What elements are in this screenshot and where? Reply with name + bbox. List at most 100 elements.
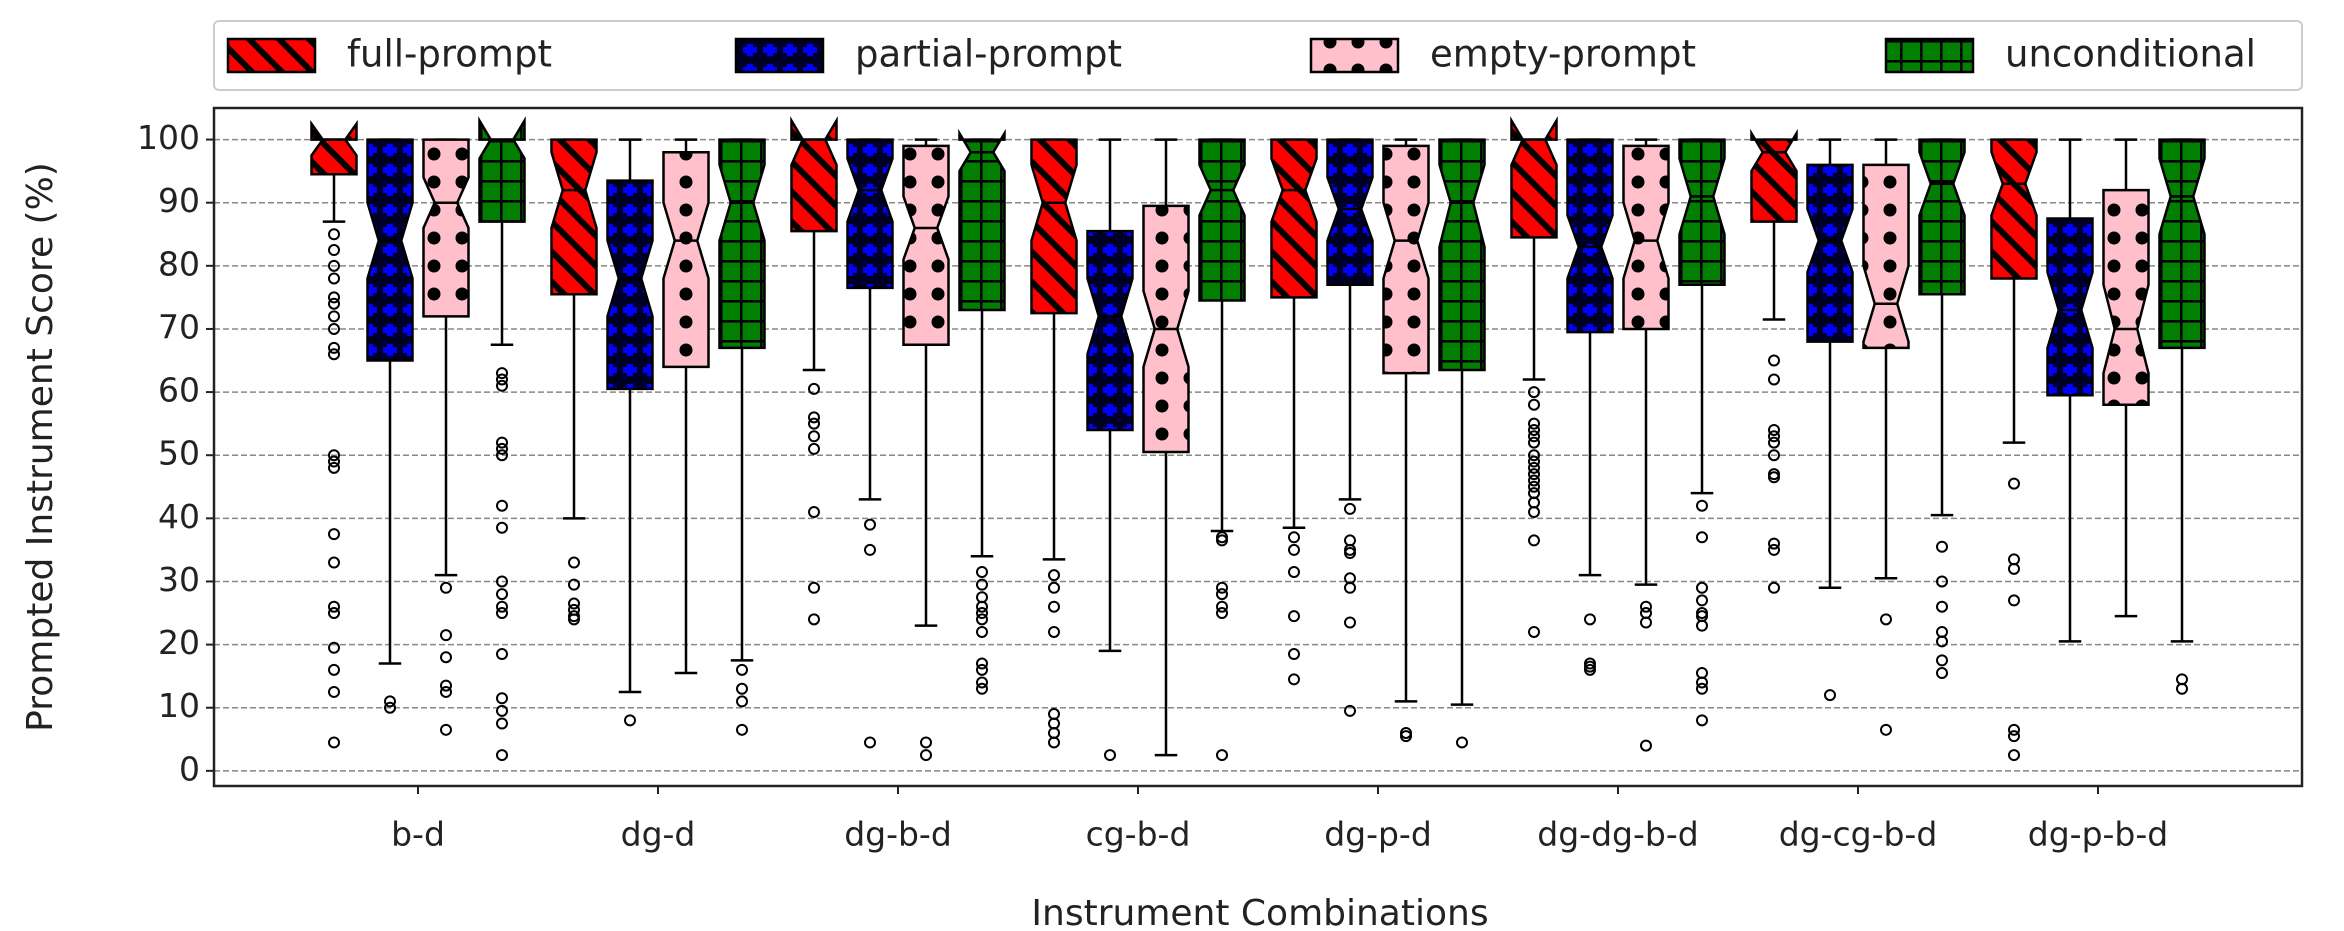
flier bbox=[864, 518, 876, 531]
flier bbox=[1288, 648, 1300, 661]
flier bbox=[1344, 502, 1356, 515]
x-tick-label: dg-p-b-d bbox=[2028, 815, 2168, 854]
flier bbox=[1696, 714, 1708, 727]
flier bbox=[1528, 468, 1540, 481]
flier bbox=[328, 341, 340, 354]
box bbox=[662, 150, 710, 369]
flier bbox=[496, 379, 508, 392]
flier bbox=[496, 607, 508, 620]
flier bbox=[496, 449, 508, 462]
flier bbox=[1696, 581, 1708, 594]
flier bbox=[976, 600, 988, 613]
box bbox=[718, 138, 766, 350]
plot-area bbox=[310, 116, 2206, 762]
flier bbox=[1768, 449, 1780, 462]
flier bbox=[496, 436, 508, 449]
flier bbox=[1216, 588, 1228, 601]
flier bbox=[440, 679, 452, 692]
flier bbox=[976, 676, 988, 689]
box bbox=[550, 138, 598, 296]
flier bbox=[1216, 534, 1228, 547]
flier bbox=[1936, 635, 1948, 648]
flier bbox=[496, 717, 508, 730]
box-group bbox=[846, 138, 894, 749]
flier bbox=[1768, 430, 1780, 443]
flier bbox=[440, 723, 452, 736]
box-group bbox=[958, 128, 1006, 695]
flier bbox=[2008, 562, 2020, 575]
flier bbox=[976, 625, 988, 638]
flier bbox=[440, 629, 452, 642]
flier bbox=[496, 749, 508, 762]
flier bbox=[1528, 625, 1540, 638]
x-tick-label: dg-d bbox=[621, 815, 696, 854]
flier bbox=[1528, 480, 1540, 493]
flier bbox=[2008, 723, 2020, 736]
x-tick-label: dg-p-d bbox=[1324, 815, 1432, 854]
flier bbox=[808, 430, 820, 443]
x-tick-label: cg-b-d bbox=[1086, 815, 1191, 854]
box-group bbox=[1030, 138, 1078, 749]
flier bbox=[1696, 499, 1708, 512]
box bbox=[2046, 217, 2094, 397]
y-tick-label: 40 bbox=[158, 497, 200, 536]
box-group bbox=[310, 119, 358, 749]
box-group bbox=[1806, 138, 1854, 702]
flier bbox=[496, 499, 508, 512]
box-group bbox=[1142, 138, 1190, 757]
flier bbox=[496, 575, 508, 588]
flier bbox=[1216, 749, 1228, 762]
box bbox=[846, 138, 894, 290]
box-group bbox=[1270, 138, 1318, 686]
box bbox=[1678, 138, 1726, 287]
flier bbox=[1104, 749, 1116, 762]
flier bbox=[976, 682, 988, 695]
flier bbox=[328, 641, 340, 654]
box-group bbox=[366, 138, 414, 714]
flier bbox=[1640, 739, 1652, 752]
box bbox=[1862, 163, 1910, 350]
flier bbox=[1880, 613, 1892, 626]
flier bbox=[2008, 594, 2020, 607]
box bbox=[366, 138, 414, 362]
box bbox=[1622, 144, 1670, 331]
flier bbox=[328, 228, 340, 241]
flier bbox=[1216, 600, 1228, 613]
flier bbox=[1768, 436, 1780, 449]
box bbox=[1510, 116, 1558, 239]
flier bbox=[328, 455, 340, 468]
flier bbox=[808, 382, 820, 395]
box-group bbox=[1918, 138, 1966, 679]
box-group bbox=[1622, 138, 1670, 752]
legend: full-prompt partial-prompt empty-prompt unc… bbox=[226, 33, 2256, 76]
flier bbox=[1768, 373, 1780, 386]
flier bbox=[808, 442, 820, 455]
flier bbox=[496, 442, 508, 455]
box bbox=[422, 138, 470, 318]
flier bbox=[1936, 654, 1948, 667]
box bbox=[2158, 138, 2206, 350]
flier bbox=[976, 663, 988, 676]
flier bbox=[808, 411, 820, 424]
flier bbox=[1528, 430, 1540, 443]
box bbox=[1990, 138, 2038, 280]
flier bbox=[624, 714, 636, 727]
flier bbox=[736, 723, 748, 736]
flier bbox=[328, 600, 340, 613]
box bbox=[958, 128, 1006, 312]
legend-label: empty-prompt bbox=[1430, 33, 1696, 76]
flier bbox=[1048, 569, 1060, 582]
flier bbox=[1528, 455, 1540, 468]
flier bbox=[1768, 423, 1780, 436]
flier bbox=[328, 556, 340, 569]
flier bbox=[976, 657, 988, 670]
flier bbox=[568, 556, 580, 569]
flier bbox=[1344, 547, 1356, 560]
flier bbox=[1528, 506, 1540, 519]
box-group bbox=[1326, 138, 1374, 717]
flier bbox=[496, 704, 508, 717]
box bbox=[1198, 138, 1246, 302]
y-tick-label: 20 bbox=[158, 623, 200, 662]
flier bbox=[976, 565, 988, 578]
box-group bbox=[478, 116, 526, 762]
